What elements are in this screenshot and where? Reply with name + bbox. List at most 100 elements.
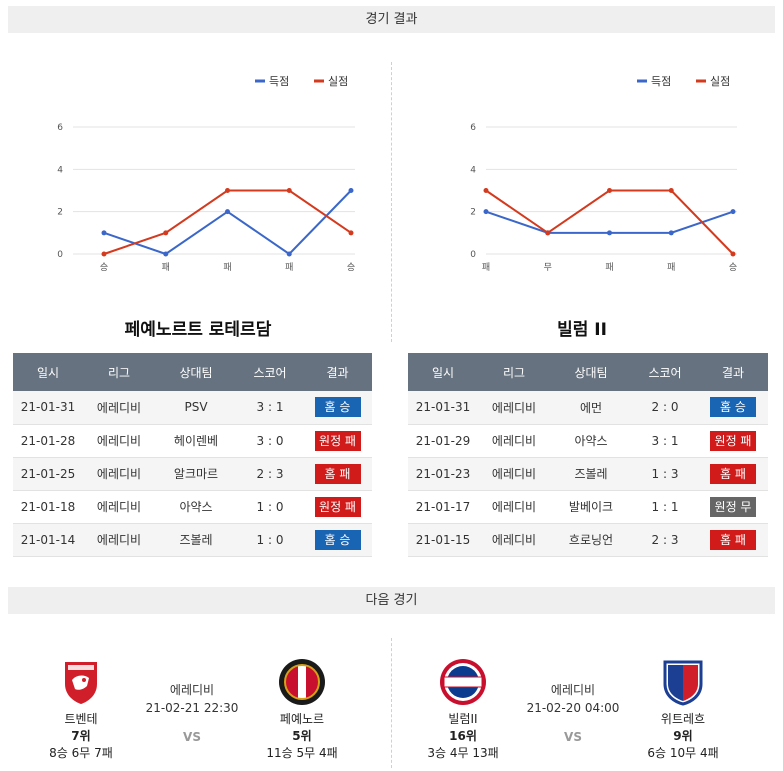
series-point-1: [286, 188, 292, 193]
series-point-1: [225, 188, 230, 193]
cell-opponent[interactable]: 아약스: [550, 424, 632, 458]
y-tick-label: 4: [470, 165, 476, 175]
match2-away-team[interactable]: 위트레흐 9위 6승 10무 4패: [643, 658, 723, 761]
legend-label-1: 실점: [710, 75, 730, 88]
y-tick-label: 0: [57, 250, 63, 260]
cell-result: 홈 패: [303, 457, 372, 491]
results-section-title: 경기 결과: [8, 6, 775, 33]
match1-home-rank: 7위: [71, 729, 91, 743]
result-badge: 홈 패: [314, 463, 361, 484]
team1-title: 페예노르트 로테르담: [124, 320, 272, 340]
chart-legend: 득점 실점: [637, 75, 730, 88]
x-tick-label: 무: [544, 262, 552, 273]
cell-result: 원정 무: [698, 490, 768, 524]
series-point-1: [348, 230, 354, 236]
cell-opponent[interactable]: 즈볼레: [550, 457, 632, 491]
cell-opponent[interactable]: 알크마르: [155, 457, 237, 491]
header-cell: 리그: [83, 353, 155, 391]
match1-home-team[interactable]: 트벤테 7위 8승 6무 7패: [41, 658, 121, 761]
cell-score: 3 : 0: [237, 424, 303, 458]
series-point-0: [286, 251, 292, 257]
match1-home-record: 8승 6무 7패: [49, 746, 113, 760]
cell-opponent[interactable]: 즈볼레: [155, 523, 237, 557]
next-match-divider: [391, 638, 392, 768]
cell-league: 에레디비: [478, 457, 550, 491]
cell-league: 에레디비: [83, 490, 155, 524]
header-cell: 일시: [408, 353, 478, 391]
cell-opponent[interactable]: PSV: [155, 391, 237, 425]
header-cell: 결과: [698, 353, 768, 391]
cell-score: 1 : 1: [632, 490, 698, 524]
series-point-1: [163, 230, 169, 236]
match2-vs: VS: [564, 730, 582, 744]
legend-label-0: 득점: [651, 75, 671, 88]
series-line-1: [103, 189, 352, 255]
table-row: 21-01-15 에레디비 흐로닝언 2 : 3 홈 패: [408, 523, 768, 557]
match1-away-name: 페예노르: [279, 712, 325, 726]
match2-home-name: 빌럼II: [448, 712, 478, 726]
y-tick-label: 0: [470, 250, 476, 260]
series-point-0: [101, 230, 107, 236]
match2-home-record: 3승 4무 13패: [427, 746, 499, 760]
x-tick-label: 패: [667, 262, 675, 273]
cell-score: 2 : 3: [237, 457, 303, 491]
series-point-1: [483, 188, 489, 193]
match1-away-team[interactable]: 페예노르 5위 11승 5무 4패: [262, 658, 342, 761]
legend-label-0: 득점: [269, 75, 289, 88]
series-point-0: [225, 209, 230, 215]
x-tick-label: 패: [223, 262, 231, 273]
cell-result: 원정 패: [303, 424, 372, 458]
header-cell: 상대팀: [550, 353, 632, 391]
table-row: 21-01-14 에레디비 즈볼레 1 : 0 홈 승: [13, 523, 372, 557]
cell-league: 에레디비: [83, 424, 155, 458]
result-badge: 홈 승: [314, 397, 361, 418]
utrecht-logo-icon: [663, 660, 703, 706]
cell-opponent[interactable]: 아약스: [155, 490, 237, 524]
cell-opponent[interactable]: 흐로닝언: [550, 523, 632, 557]
team2-goals-chart: 득점 실점 0 2 4 6 패 무 패 패 승: [470, 75, 737, 273]
team2-title: 빌럼 II: [557, 320, 607, 340]
cell-score: 1 : 3: [632, 457, 698, 491]
chart-legend: 득점 실점: [255, 75, 348, 88]
x-tick-label: 승: [347, 262, 355, 273]
series-line-0: [103, 189, 352, 256]
match1-datetime: 21-02-21 22:30: [145, 701, 239, 715]
series-point-0: [348, 188, 354, 193]
series-point-1: [101, 251, 107, 257]
cell-score: 2 : 0: [632, 391, 698, 425]
table-row: 21-01-23 에레디비 즈볼레 1 : 3 홈 패: [408, 457, 768, 491]
match1-vs: VS: [183, 730, 201, 744]
legend-label-1: 실점: [328, 75, 348, 88]
match1-away-rank: 5위: [292, 729, 312, 743]
cell-result: 홈 승: [303, 391, 372, 425]
table-row: 21-01-31 에레디비 에먼 2 : 0 홈 승: [408, 391, 768, 425]
header-cell: 스코어: [237, 353, 303, 391]
match2-datetime: 21-02-20 04:00: [526, 701, 620, 715]
series-point-0: [163, 251, 169, 257]
header-cell: 일시: [13, 353, 83, 391]
x-tick-label: 승: [100, 262, 108, 273]
x-tick-label: 승: [729, 262, 737, 273]
y-tick-label: 2: [57, 208, 63, 218]
cell-opponent[interactable]: 에먼: [550, 391, 632, 425]
result-badge: 홈 승: [314, 529, 361, 550]
cell-opponent[interactable]: 발베이크: [550, 490, 632, 524]
match1-away-record: 11승 5무 4패: [266, 746, 338, 760]
team1-goals-chart: 득점 실점 0 2 4 6 승 패 패 패 승: [57, 75, 355, 273]
cell-result: 원정 패: [303, 490, 372, 524]
table-row: 21-01-28 에레디비 헤이렌베 3 : 0 원정 패: [13, 424, 372, 458]
cell-opponent[interactable]: 헤이렌베: [155, 424, 237, 458]
twente-logo-icon: [65, 662, 97, 704]
cell-score: 1 : 0: [237, 490, 303, 524]
cell-league: 에레디비: [83, 391, 155, 425]
cell-date: 21-01-14: [13, 523, 83, 557]
header-cell: 스코어: [632, 353, 698, 391]
result-badge: 홈 패: [710, 463, 756, 484]
cell-league: 에레디비: [478, 424, 550, 458]
match2-home-team[interactable]: 빌럼II 16위 3승 4무 13패: [423, 658, 503, 761]
section-divider: [391, 62, 392, 342]
series-point-0: [483, 209, 489, 215]
match1-home-name: 트벤테: [64, 712, 98, 726]
cell-result: 홈 패: [698, 457, 768, 491]
